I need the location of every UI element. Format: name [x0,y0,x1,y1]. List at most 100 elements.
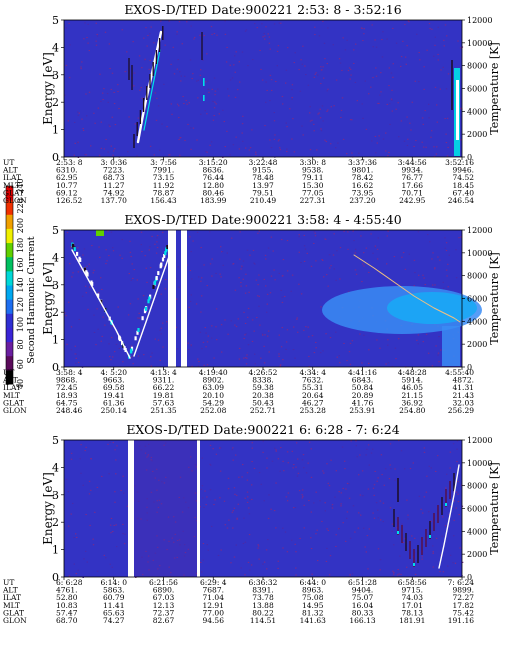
noise-pixel [452,491,455,493]
noise-pixel [178,286,180,288]
noise-pixel [269,100,271,102]
noise-pixel [96,35,99,37]
noise-pixel [150,365,153,367]
noise-pixel [105,557,107,559]
noise-pixel [137,500,140,502]
noise-pixel [212,448,214,450]
orbit-value: 21.15 [402,391,424,400]
noise-pixel [313,231,315,233]
orbit-value: 41.76 [352,398,374,407]
noise-pixel [347,248,349,250]
noise-pixel [80,444,82,446]
noise-pixel [146,45,148,47]
noise-pixel [86,561,88,563]
noise-pixel [331,504,334,506]
noise-pixel [232,527,234,529]
noise-pixel [101,335,103,337]
noise-pixel [182,96,184,98]
noise-pixel [259,324,261,326]
noise-pixel [316,529,318,531]
noise-pixel [431,28,433,30]
hot-band-core [387,292,477,324]
noise-pixel [226,130,228,132]
noise-pixel [324,139,326,141]
noise-pixel [307,84,310,86]
noise-pixel [102,92,104,94]
noise-pixel [244,322,247,324]
noise-pixel [192,240,194,242]
orbit-value: 60.79 [103,593,125,602]
y2-tick-label: 4000 [467,107,487,116]
noise-pixel [243,338,245,340]
noise-pixel [249,254,251,256]
noise-pixel [375,152,377,154]
noise-pixel [368,464,370,466]
noise-pixel [446,35,448,37]
noise-pixel [82,254,84,256]
noise-pixel [447,73,450,75]
noise-pixel [151,235,153,237]
orbit-value: 156.43 [150,196,176,205]
noise-pixel [246,357,248,359]
orbit-value: 55.31 [302,383,323,392]
noise-pixel [341,446,344,448]
noise-pixel [228,519,230,521]
noise-pixel [238,61,240,63]
colorbar-label: Second Harmonic Current [26,236,37,363]
noise-pixel [309,149,312,151]
noise-pixel [418,274,420,276]
noise-pixel [146,519,148,521]
noise-pixel [147,561,149,563]
noise-pixel [156,489,158,491]
noise-pixel [222,109,224,111]
noise-pixel [376,480,378,482]
noise-pixel [261,23,263,25]
dispersion-pixel [161,257,165,262]
noise-pixel [210,464,212,466]
noise-pixel [187,507,190,509]
noise-pixel [446,117,449,119]
noise-pixel [446,473,448,475]
noise-pixel [309,106,311,108]
noise-pixel [286,240,289,242]
noise-pixel [284,295,286,297]
noise-pixel [330,143,332,145]
noise-pixel [175,326,177,328]
noise-pixel [298,283,300,285]
noise-pixel [196,139,198,141]
noise-pixel [434,268,436,270]
noise-pixel [191,278,193,280]
orbit-value: 74.92 [103,188,125,197]
noise-pixel [395,108,397,110]
noise-pixel [377,102,379,104]
noise-pixel [85,93,87,95]
noise-pixel [154,552,157,554]
y-axis-label: Energy [eV] [41,472,55,545]
noise-pixel [317,560,319,562]
noise-pixel [108,255,110,257]
ion-dispersion-trace [133,247,173,357]
colorbar-segment [6,355,13,371]
orbit-value: 9663. [103,376,124,385]
noise-pixel [142,295,145,297]
noise-pixel [388,151,390,153]
noise-pixel [156,535,158,537]
y2-tick-label: 10000 [467,249,492,258]
noise-pixel [376,142,378,144]
noise-pixel [435,537,438,539]
noise-pixel [67,525,70,527]
noise-pixel [200,113,202,115]
noise-pixel [431,284,434,286]
noise-pixel [428,103,430,105]
orbit-time-label: 6:14: 0 [100,578,127,587]
noise-pixel [268,36,271,38]
noise-pixel [251,442,253,444]
noise-pixel [361,362,363,364]
noise-pixel [282,259,285,261]
noise-pixel [190,251,192,253]
noise-pixel [259,49,261,51]
y2-tick-label: 4000 [467,317,487,326]
orbit-time-label: 4:48:28 [398,368,427,377]
noise-pixel [109,563,111,565]
orbit-time-label: 3:58: 4 [56,368,83,377]
